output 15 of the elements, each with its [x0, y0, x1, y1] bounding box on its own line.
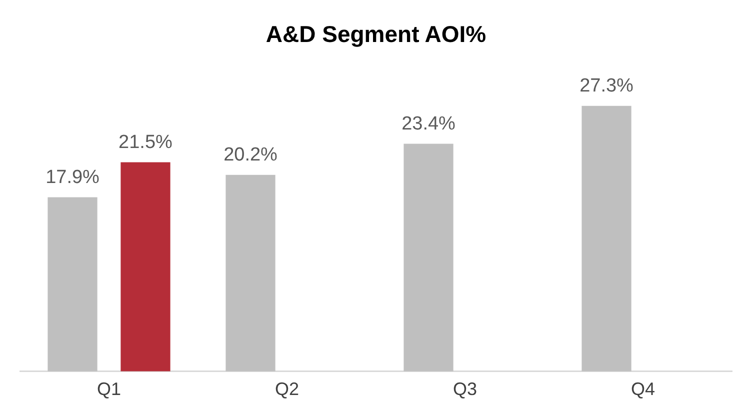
x-tick-label: Q4	[630, 379, 656, 400]
bar	[404, 144, 454, 372]
data-label: 17.9%	[46, 167, 100, 188]
x-tick-label: Q3	[452, 379, 478, 400]
data-label: 23.4%	[402, 114, 456, 135]
bar	[48, 197, 98, 372]
data-label: 27.3%	[580, 76, 634, 97]
bar	[582, 106, 632, 372]
bar	[120, 162, 170, 372]
x-tick-label: Q2	[274, 379, 300, 400]
bar	[226, 174, 276, 372]
chart-title: A&D Segment AOI%	[266, 21, 486, 48]
data-label: 21.5%	[118, 132, 173, 154]
x-tick-label: Q1	[96, 379, 122, 400]
data-label: 20.2%	[224, 144, 278, 166]
